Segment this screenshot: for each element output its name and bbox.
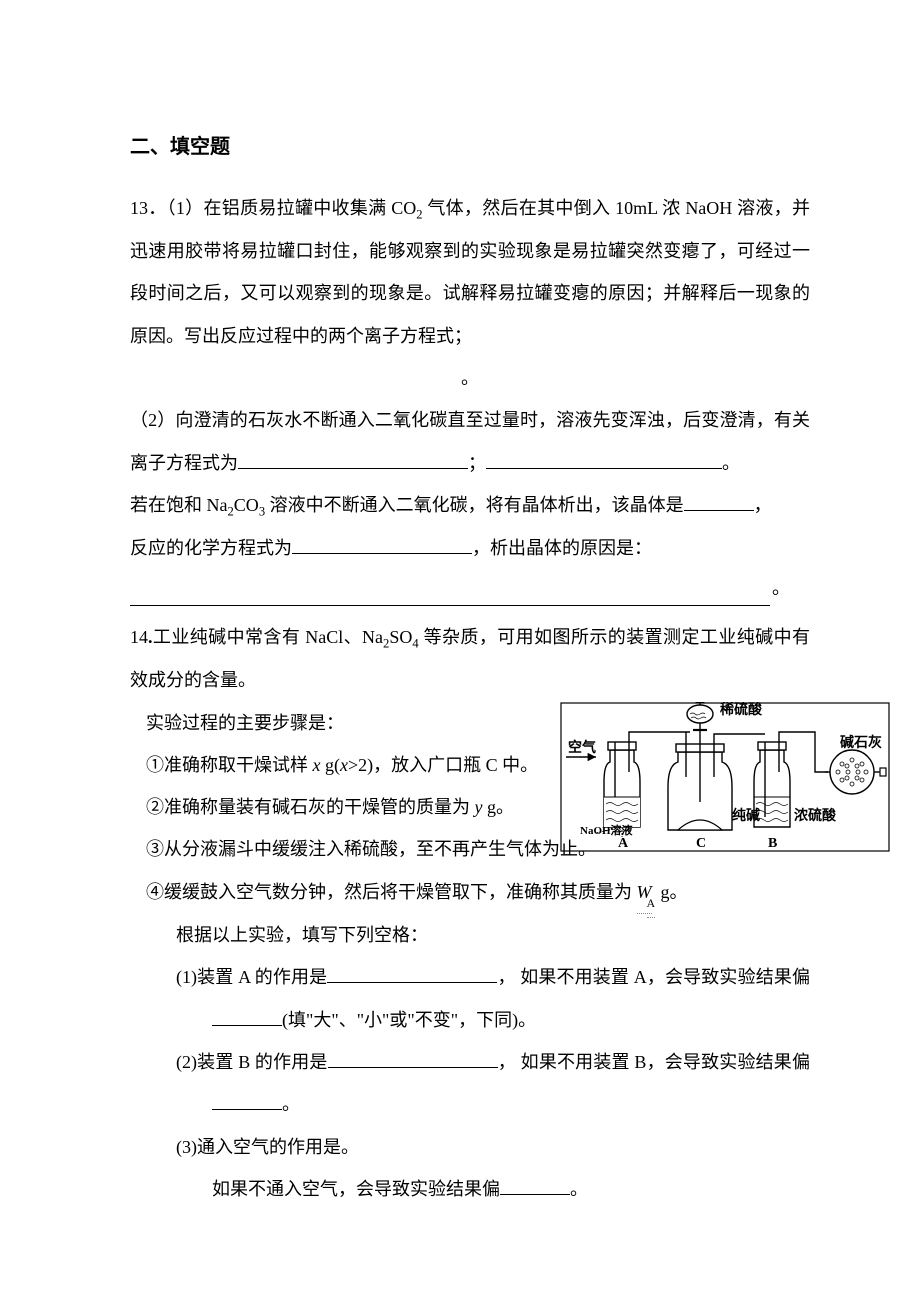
step1-x2: x [340, 755, 348, 775]
comma: ， [754, 495, 772, 515]
apparatus-figure: 空气 [560, 702, 890, 872]
blank-A-role [327, 964, 497, 983]
blank-B-role [328, 1049, 498, 1068]
item3-label: (3) [176, 1137, 197, 1157]
item2-b: ， 如果不用装置 B，会导致实验结果偏 [498, 1052, 810, 1072]
fig-label-soda-lime: 碱石灰 [840, 734, 882, 751]
step1-c: >2)，放入广口瓶 C 中。 [348, 755, 538, 775]
step4-a: ④缓缓鼓入空气数分钟，然后将干燥管取下，准确称其质量为 [146, 882, 637, 902]
q14-line1b: SO [389, 627, 412, 647]
q13-part2-label: （2） [130, 410, 175, 430]
item1-label: (1) [176, 967, 197, 987]
item1-c: (填"大"、"小"或"不变"，下同)。 [282, 1010, 536, 1030]
fig-label-pure-soda: 纯碱 [732, 807, 760, 824]
step2-y: y [475, 797, 483, 817]
fig-letter-A: A [618, 836, 629, 851]
bottle-A [604, 742, 640, 827]
blank-ionic-eq-2 [486, 450, 722, 469]
fig-label-conc-acid: 浓硫酸 [794, 807, 837, 824]
question-13: 13．（1）在铝质易拉罐中收集满 CO2 气体，然后在其中倒入 10mL 浓 N… [130, 187, 810, 606]
fill-intro: 根据以上实验，填写下列空格： [176, 914, 810, 956]
q14-number: 14 [130, 627, 148, 647]
step2-b: g。 [483, 797, 515, 817]
q13-sat-c: 溶液中不断通入二氧化碳，将有晶体析出，该晶体是 [265, 495, 684, 515]
item-3: (3)通入空气的作用是。 如果不通入空气，会导致实验结果偏 。 [176, 1126, 810, 1211]
q13-line1a: 在铝质易拉罐中收集满 CO [203, 198, 416, 218]
section-header: 二、填空题 [130, 130, 810, 159]
fig-label-dilute-acid: 稀硫酸 [720, 702, 763, 718]
q13-sat-b: CO [234, 495, 259, 515]
step1-a: ①准确称取干燥试样 [146, 755, 313, 775]
step1-b: g( [321, 755, 341, 775]
period: 。 [722, 453, 740, 473]
item-1: (1)装置 A 的作用是 ， 如果不用装置 A，会导致实验结果偏 (填"大"、"小"… [176, 956, 810, 1041]
blank-crystal [684, 492, 754, 511]
fig-label-air: 空气 [568, 739, 596, 756]
semicolon: ； [468, 453, 486, 473]
item2-label: (2) [176, 1052, 197, 1072]
center-period: 。 [130, 357, 810, 399]
q13-line1b: 气体，然后在其中倒入 10mL 浓 NaOH 溶液，并迅速用胶带将易拉罐口封住，… [130, 198, 810, 346]
blank-air-bias [500, 1176, 570, 1195]
blank-chem-eq [292, 535, 472, 554]
fig-letter-B: B [768, 836, 777, 851]
q14-line1a: 工业纯碱中常含有 NaCl、Na [153, 627, 384, 647]
fig-letter-C: C [696, 836, 706, 851]
step4-b: g。 [656, 882, 688, 902]
item1-a: 装置 A 的作用是 [197, 967, 327, 987]
step2-a: ②准确称量装有碱石灰的干燥管的质量为 [146, 797, 475, 817]
item-2: (2)装置 B 的作用是 ， 如果不用装置 B，会导致实验结果偏。 [176, 1041, 810, 1126]
item1-b: ， 如果不用装置 A，会导致实验结果偏 [497, 967, 810, 987]
q13-part1-label: （1） [167, 198, 204, 218]
blank-reason-line [130, 583, 770, 606]
item2-c: 。 [282, 1094, 300, 1114]
question-14: 14.工业纯碱中常含有 NaCl、Na2SO4 等杂质，可用如图所示的装置测定工… [130, 616, 810, 1210]
item3-c: 。 [570, 1179, 588, 1199]
item3-a: 通入空气的作用是。 [197, 1137, 359, 1157]
item3-b: 如果不通入空气，会导致实验结果偏 [212, 1179, 500, 1199]
step4-A-sub: A [647, 889, 656, 918]
item2-a: 装置 B 的作用是 [197, 1052, 328, 1072]
q13-number: 13． [130, 198, 167, 218]
q13-sat-a: 若在饱和 Na [130, 495, 228, 515]
q13-reason-label: ，析出晶体的原因是： [472, 538, 652, 558]
blank-ionic-eq-1 [238, 450, 468, 469]
step-4: ④缓缓鼓入空气数分钟，然后将干燥管取下，准确称其质量为 WA g。 [146, 871, 810, 914]
step1-x: x [313, 755, 321, 775]
q13-eq-label: 反应的化学方程式为 [130, 538, 292, 558]
drying-tube [825, 750, 886, 794]
blank-B-bias [212, 1091, 282, 1110]
blank-A-bias [212, 1007, 282, 1026]
